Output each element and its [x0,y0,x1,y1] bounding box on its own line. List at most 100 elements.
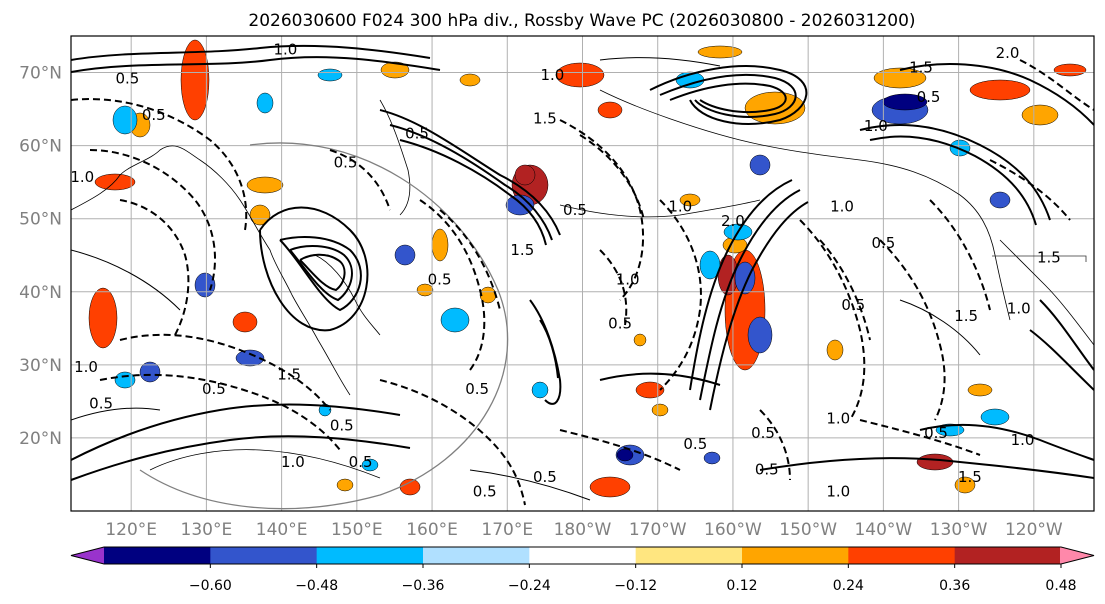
contour-label-13: 2.0 [996,44,1020,62]
contour-label-0: 1.0 [273,40,297,58]
positive-contour-11 [669,82,787,114]
contour-label-17: 1.0 [826,409,850,427]
colorbar-swatch-5 [529,547,637,564]
colorbar-label-0: −0.60 [189,578,232,594]
longitude-labels: 120°E 130°E 140°E 150°E 160°E 170°E 180°W 170°W… [105,520,1063,540]
colorbar-label-5: 0.12 [726,578,757,594]
negative-contour-6 [579,134,645,221]
positive-contour-5 [259,206,369,332]
divergence-patch-51 [980,408,1010,426]
contour-label-9: 1.0 [668,197,692,215]
divergence-patch-40 [235,349,265,367]
divergence-patch-32 [431,228,449,262]
divergence-patch-35 [336,478,354,492]
positive-contour-22 [599,372,721,386]
contour-label-31: 0.5 [473,482,497,500]
lon-label-0: 120°E [105,520,157,540]
negative-contour-3 [419,199,486,371]
divergence-patch-3 [249,204,271,226]
contour-label-34: 1.0 [281,453,305,471]
contour-label-15: 1.0 [830,197,854,215]
negative-contour-17 [1019,59,1094,111]
negative-contour-2 [119,199,190,336]
contour-label-23: 0.5 [871,234,895,252]
divergence-patch-20 [916,453,954,471]
positive-contour-12 [699,189,801,401]
colorbar-swatch-4 [423,547,530,564]
colorbar-swatch-7 [742,547,849,564]
contour-label-7: 0.5 [563,201,587,219]
lat-label-5: 20°N [19,429,62,449]
lon-label-12: 120°W [1005,520,1063,540]
lat-label-4: 30°N [19,356,62,376]
positive-contour-13 [709,201,809,411]
divergence-patch-53 [616,448,634,462]
lon-label-4: 160°E [406,520,458,540]
divergence-patch-0 [180,39,210,121]
contour-label-26: 0.5 [608,314,632,332]
contour-label-6: 1.0 [540,66,564,84]
positive-contour-16 [869,135,1037,226]
positive-contour-4 [299,253,346,292]
lon-label-8: 160°W [704,520,762,540]
divergence-patch-41 [317,68,343,82]
colorbar-outline [70,546,1095,565]
negative-contour-0 [71,98,248,231]
divergence-patch-18 [589,476,631,498]
colorbar-label-3: −0.24 [508,578,551,594]
coastline-japan [314,254,381,336]
positive-contour-0 [71,44,431,61]
contour-label-12: 1.5 [909,59,933,77]
negative-contour-4 [439,209,501,311]
positive-contour-23 [759,457,1094,479]
positive-contour-7 [389,124,553,241]
lon-label-5: 170°E [481,520,533,540]
lon-label-1: 130°E [181,520,233,540]
divergence-patch-15 [1021,104,1059,126]
colorbar-swatch-8 [848,547,956,564]
divergence-patch-62 [531,381,549,399]
coastline-kamchatka [379,99,411,216]
divergence-patch-43 [394,244,416,266]
divergence-patch-14 [969,79,1031,101]
divergence-patch-6 [555,62,605,88]
positive-contour-14 [689,179,793,391]
positive-contour-18 [529,299,562,405]
divergence-patch-54 [361,458,379,472]
divergence-patch-57 [114,371,136,389]
positive-contour-9 [649,65,808,125]
negative-contour-12 [119,333,331,411]
colorbar-label-1: −0.48 [295,578,338,594]
colorbar-swatch-9 [954,547,1062,564]
positive-contour-1 [71,56,441,73]
coastline-aleutians [559,199,761,218]
divergence-patch-45 [734,261,756,295]
contour-label-24: 1.5 [510,241,534,259]
positive-contour-26 [1029,329,1094,391]
divergence-patch-59 [699,250,721,280]
lon-label-2: 140°E [256,520,308,540]
contour-label-42: 1.0 [826,482,850,500]
divergence-patch-21 [967,383,993,397]
colorbar-label-2: −0.36 [402,578,445,594]
divergence-patch-25 [633,333,647,347]
positive-contour-24 [919,423,1094,461]
divergence-patch-55 [703,451,721,465]
contour-label-38: 1.5 [277,365,301,383]
divergence-patch-34 [399,478,421,496]
contour-label-16: 0.5 [841,296,865,314]
divergence-patch-42 [440,307,470,333]
negative-contour-11 [929,199,991,311]
coastline-australia-north [149,449,381,479]
negative-contour-5 [559,119,645,301]
negative-contour-14 [379,379,526,506]
lon-label-6: 180°W [554,520,612,540]
lon-label-7: 170°W [629,520,687,540]
divergence-patch-27 [826,339,844,361]
negative-contour-8 [799,219,866,421]
divergence-patch-56 [747,316,773,354]
negative-contour-15 [559,429,681,471]
positive-contour-8 [399,139,547,246]
divergence-patch-7 [597,101,623,119]
latitude-labels: 70°N 60°N 50°N 40°N 30°N 20°N [19,64,62,449]
